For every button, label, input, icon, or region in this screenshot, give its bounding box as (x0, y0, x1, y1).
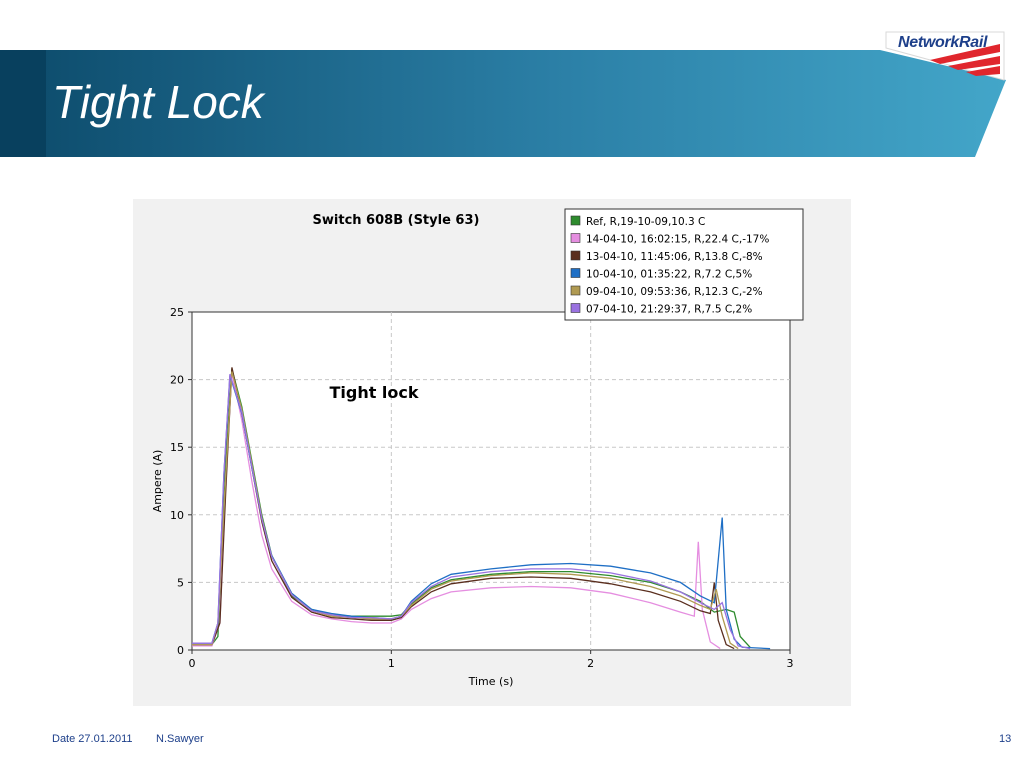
x-tick-label: 3 (787, 657, 794, 670)
y-tick-label: 10 (170, 509, 184, 522)
series-line (192, 372, 721, 650)
legend-swatch (570, 250, 581, 261)
y-tick-label: 0 (177, 644, 184, 657)
series-line (192, 374, 751, 650)
x-axis-label: Time (s) (468, 675, 514, 688)
line-chart: 0 1 2 3 0 5 10 15 20 25 Switch 608B (Style 63) Ti… (151, 208, 804, 688)
x-tick-label: 1 (388, 657, 395, 670)
legend-swatch (570, 285, 581, 296)
chart-panel: 0 1 2 3 0 5 10 15 20 25 Switch 608B (Style 63) Ti… (133, 199, 851, 706)
x-tick-label: 2 (587, 657, 594, 670)
slide-title: Tight Lock (52, 76, 264, 128)
legend-label: 09-04-10, 09:53:36, R,12.3 C,-2% (586, 286, 763, 298)
chart-annotation: Tight lock (329, 383, 418, 402)
legend-label: 14-04-10, 16:02:15, R,22.4 C,-17% (586, 234, 769, 246)
y-tick-label: 20 (170, 374, 184, 387)
chart-title: Switch 608B (Style 63) (313, 213, 480, 228)
plot-area (191, 311, 791, 651)
legend-swatch (570, 303, 581, 313)
grid-lines (192, 312, 790, 650)
legend-box (564, 208, 804, 321)
networkrail-logo (885, 31, 1005, 81)
x-tick-label: 0 (189, 657, 196, 670)
legend-swatch (570, 215, 581, 226)
footer-date: Date 27.01.2011 (52, 733, 133, 745)
legend-label: 13-04-10, 11:45:06, R,13.8 C,-8% (586, 251, 763, 263)
legend-label: 10-04-10, 01:35:22, R,7.2 C,5% (586, 269, 752, 281)
y-axis-label: Ampere (A) (151, 450, 164, 513)
legend-swatch (570, 233, 581, 243)
y-tick-label: 25 (170, 306, 184, 319)
footer-author: N.Sawyer (156, 733, 204, 745)
series-lines (192, 367, 771, 650)
legend-swatch (570, 268, 581, 278)
footer-page-number: 13 (999, 733, 1012, 745)
legend-label: 07-04-10, 21:29:37, R,7.5 C,2% (586, 304, 752, 316)
legend: Ref, R,19-10-09,10.3 C 14-04-10, 16:02:15… (564, 208, 804, 321)
title-banner (0, 31, 1006, 157)
y-tick-label: 15 (170, 441, 184, 454)
y-tick-label: 5 (177, 576, 184, 589)
logo-wordmark: NetworkRail (898, 34, 988, 51)
axes: 0 1 2 3 0 5 10 15 20 25 (170, 306, 794, 670)
legend-label: Ref, R,19-10-09,10.3 C (586, 216, 705, 228)
series-line (192, 368, 751, 648)
